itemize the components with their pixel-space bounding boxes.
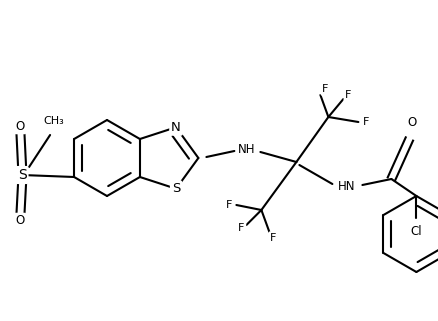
Text: NH: NH [237, 143, 254, 157]
Text: F: F [344, 90, 351, 100]
Text: F: F [269, 233, 276, 243]
Text: S: S [171, 182, 180, 195]
Text: O: O [15, 214, 25, 228]
Text: CH₃: CH₃ [44, 116, 64, 126]
Text: O: O [407, 117, 416, 129]
Text: F: F [321, 84, 328, 94]
Text: Cl: Cl [410, 225, 421, 239]
Text: N: N [171, 121, 180, 134]
Text: F: F [238, 223, 244, 233]
Text: S: S [18, 168, 26, 182]
Text: O: O [15, 119, 25, 133]
Text: F: F [362, 117, 369, 127]
Text: HN: HN [337, 180, 354, 194]
Text: F: F [226, 200, 232, 210]
